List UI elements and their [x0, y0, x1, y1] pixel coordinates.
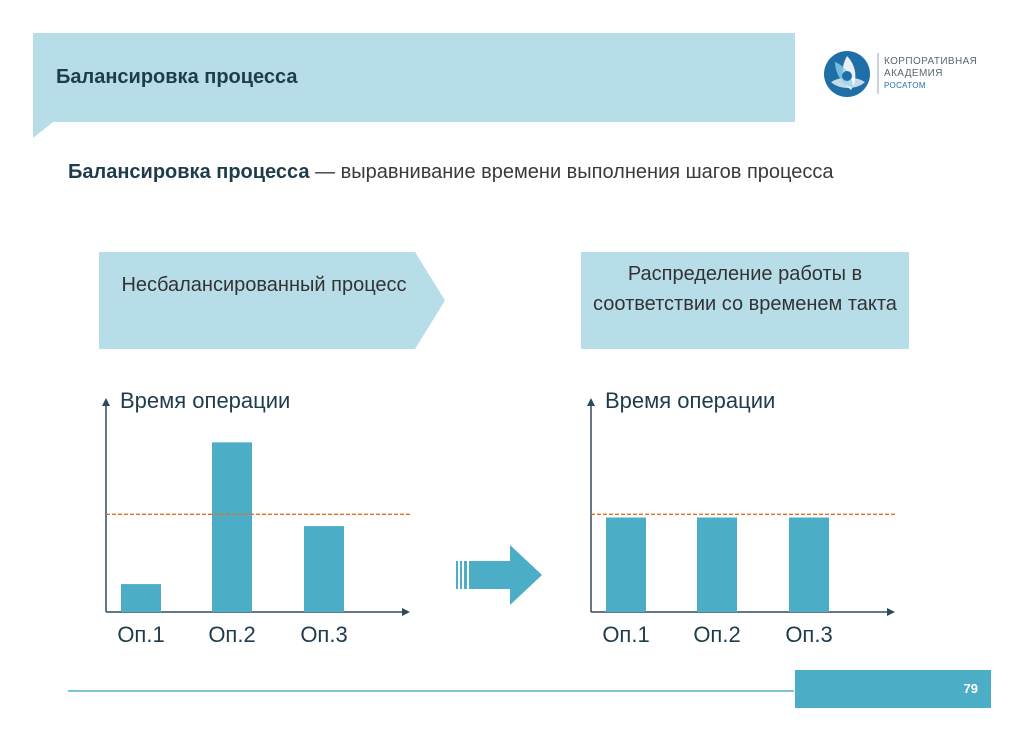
unbalanced-arrow-box [99, 252, 445, 349]
logo-line1: КОРПОРАТИВНАЯ [884, 56, 977, 67]
definition-text: Балансировка процесса — выравнивание вре… [68, 158, 940, 187]
chart-right-tick-label-2: Оп.2 [693, 622, 740, 647]
chart-left-tick-label-2: Оп.2 [208, 622, 255, 647]
title-banner-notch [33, 122, 53, 138]
chart-balanced: Оп.1 Оп.2 Оп.3 [587, 398, 895, 647]
chart-left-bar-2 [212, 442, 252, 612]
chart-left-tick-label-3: Оп.3 [300, 622, 347, 647]
page-number: 79 [963, 681, 978, 696]
distribution-label: Распределение работы в соответствии со в… [593, 263, 897, 315]
chart-right-y-axis-arrowhead [587, 398, 595, 406]
distribution-box [581, 252, 909, 349]
chart-right-tick-label-1: Оп.1 [602, 622, 649, 647]
logo-line3: РОСАТОМ [884, 81, 926, 90]
chart-left-bar-1 [121, 584, 161, 612]
unbalanced-label: Несбалансированный процесс [121, 274, 407, 296]
chart-unbalanced: Оп.1 Оп.2 Оп.3 [102, 398, 410, 647]
rosatom-logo: КОРПОРАТИВНАЯ АКАДЕМИЯ РОСАТОМ [824, 51, 977, 97]
chart-left-bar-3 [304, 526, 344, 612]
rosatom-atom-icon [824, 51, 870, 97]
chart-right-x-axis-arrowhead [887, 608, 895, 616]
chart-right-tick-label-3: Оп.3 [785, 622, 832, 647]
chart-right-bar-3 [789, 517, 829, 612]
definition-term: Балансировка процесса [68, 161, 310, 183]
logo-line2: АКАДЕМИЯ [884, 68, 943, 79]
page-number-box [795, 670, 991, 708]
transition-arrow-icon [456, 545, 542, 605]
footer-line [68, 690, 794, 692]
chart-left-tick-label-1: Оп.1 [117, 622, 164, 647]
chart-left-x-axis-arrowhead [402, 608, 410, 616]
chart-left-ylabel: Время операции [120, 388, 291, 413]
chart-right-ylabel: Время операции [605, 388, 776, 413]
definition-rest: — выравнивание времени выполнения шагов … [309, 161, 834, 183]
chart-right-bar-2 [697, 517, 737, 612]
chart-left-y-axis-arrowhead [102, 398, 110, 406]
chart-right-bar-1 [606, 517, 646, 612]
page-title: Балансировка процесса [56, 66, 298, 88]
title-banner [33, 33, 795, 122]
